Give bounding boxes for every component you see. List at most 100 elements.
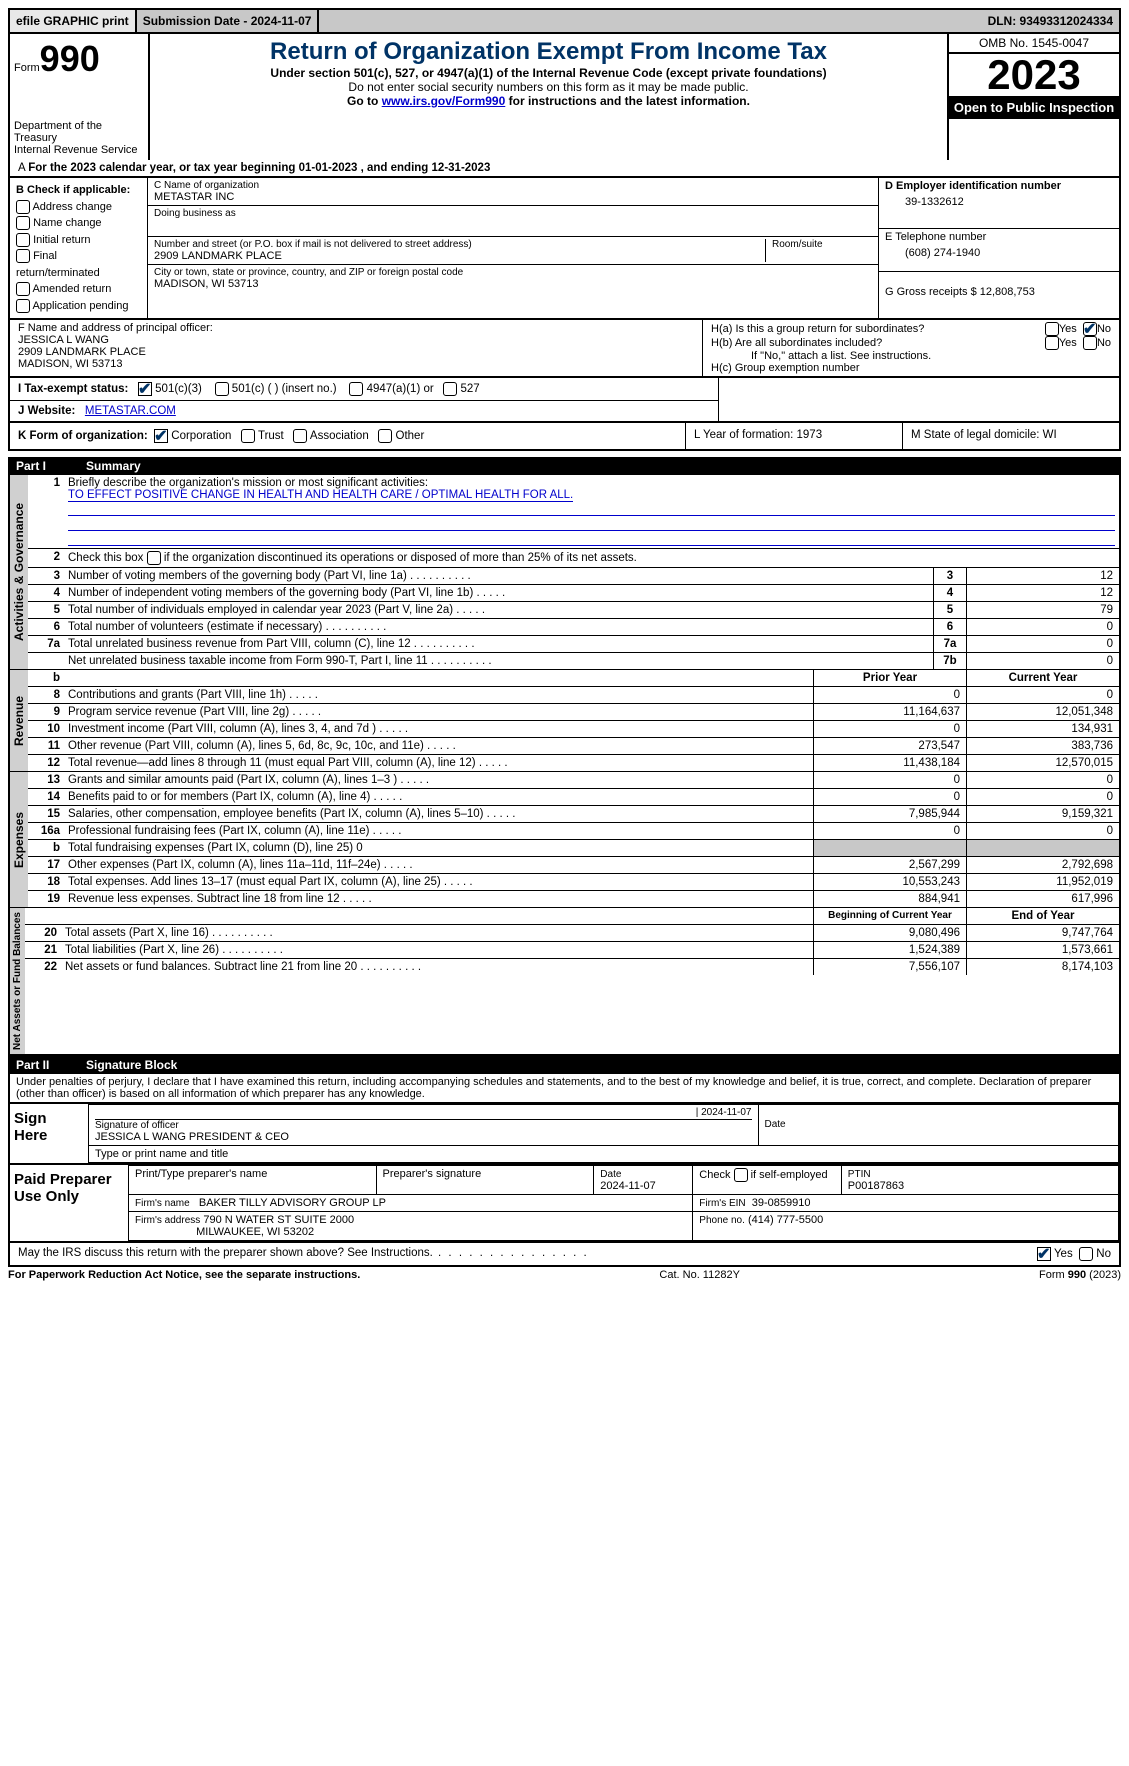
officer-sig-name: JESSICA L WANG PRESIDENT & CEO (95, 1131, 752, 1143)
table-row: bTotal fundraising expenses (Part IX, co… (28, 839, 1119, 856)
discuss-no-check[interactable] (1079, 1247, 1093, 1261)
street-value: 2909 LANDMARK PLACE (154, 250, 765, 262)
table-row: 18Total expenses. Add lines 13–17 (must … (28, 873, 1119, 890)
sign-here-block: Sign Here | 2024-11-07 Signature of offi… (8, 1104, 1121, 1165)
officer-label: F Name and address of principal officer: (18, 322, 694, 334)
pra-notice: For Paperwork Reduction Act Notice, see … (8, 1269, 360, 1281)
dept-treasury: Department of the Treasury (14, 120, 144, 144)
firm-addr2: MILWAUKEE, WI 53202 (196, 1226, 314, 1238)
ein-label: D Employer identification number (885, 180, 1113, 192)
gross-receipts: G Gross receipts $ 12,808,753 (885, 286, 1113, 298)
val-3: 12 (966, 568, 1119, 584)
form-number: 990 (40, 38, 100, 79)
check-amended[interactable] (16, 282, 30, 296)
table-row: 16aProfessional fundraising fees (Part I… (28, 822, 1119, 839)
table-row: 21Total liabilities (Part X, line 26)1,5… (25, 941, 1119, 958)
goto-pre: Go to (347, 94, 382, 108)
dln-label: DLN: 93493312024334 (982, 10, 1119, 32)
check-app-pending[interactable] (16, 299, 30, 313)
entity-info-block: B Check if applicable: Address change Na… (8, 178, 1121, 320)
paid-preparer-label: Paid Preparer Use Only (10, 1165, 128, 1241)
part-2-header: Part IISignature Block (8, 1056, 1121, 1074)
table-row: 19Revenue less expenses. Subtract line 1… (28, 890, 1119, 907)
open-public: Open to Public Inspection (949, 96, 1119, 119)
val-7a: 0 (966, 636, 1119, 652)
form-label: Form (14, 62, 40, 74)
room-label: Room/suite (772, 239, 872, 250)
check-other[interactable] (378, 429, 392, 443)
efile-print-button[interactable]: efile GRAPHIC print (10, 10, 137, 32)
table-row: 15Salaries, other compensation, employee… (28, 805, 1119, 822)
tax-exempt-label: I Tax-exempt status: (18, 383, 128, 395)
check-corp[interactable] (154, 429, 168, 443)
val-4: 12 (966, 585, 1119, 601)
ha-yes-check[interactable] (1045, 322, 1059, 336)
submission-date: Submission Date - 2024-11-07 (137, 10, 320, 32)
check-527[interactable] (443, 382, 457, 396)
table-row: 20Total assets (Part X, line 16)9,080,49… (25, 924, 1119, 941)
ha-no-check[interactable] (1083, 322, 1097, 336)
paid-preparer-block: Paid Preparer Use Only Print/Type prepar… (8, 1165, 1121, 1243)
table-row: 22Net assets or fund balances. Subtract … (25, 958, 1119, 975)
check-4947[interactable] (349, 382, 363, 396)
officer-name: JESSICA L WANG (18, 334, 694, 346)
page-footer: For Paperwork Reduction Act Notice, see … (8, 1267, 1121, 1281)
tax-year: 2023 (949, 54, 1119, 96)
netassets-section: Net Assets or Fund Balances Beginning of… (8, 908, 1121, 1056)
cat-no: Cat. No. 11282Y (659, 1269, 740, 1281)
phone-value: (608) 274-1940 (885, 243, 1113, 259)
check-assoc[interactable] (293, 429, 307, 443)
website-link[interactable]: METASTAR.COM (85, 405, 176, 417)
form-org-label: K Form of organization: (18, 430, 148, 442)
check-initial-return[interactable] (16, 233, 30, 247)
netassets-vlabel: Net Assets or Fund Balances (10, 908, 25, 1054)
discuss-row: May the IRS discuss this return with the… (8, 1243, 1121, 1267)
city-value: MADISON, WI 53713 (154, 278, 872, 290)
ha-label: H(a) Is this a group return for subordin… (711, 323, 1045, 335)
check-name-change[interactable] (16, 216, 30, 230)
hb-yes-check[interactable] (1045, 336, 1059, 350)
check-501c[interactable] (215, 382, 229, 396)
firm-name: BAKER TILLY ADVISORY GROUP LP (199, 1197, 386, 1209)
form-header: Form990 Department of the Treasury Inter… (8, 34, 1121, 160)
check-discontinued[interactable] (147, 551, 161, 565)
check-trust[interactable] (241, 429, 255, 443)
check-final-return[interactable] (16, 249, 30, 263)
table-row: 12Total revenue—add lines 8 through 11 (… (28, 754, 1119, 771)
part-1-header: Part ISummary (8, 457, 1121, 475)
check-self-employed[interactable] (734, 1168, 748, 1182)
hb-no-check[interactable] (1083, 336, 1097, 350)
hb-label: H(b) Are all subordinates included? (711, 337, 1045, 349)
irs-link[interactable]: www.irs.gov/Form990 (382, 94, 506, 108)
org-name: METASTAR INC (154, 191, 872, 203)
goto-post: for instructions and the latest informat… (505, 94, 750, 108)
val-7b: 0 (966, 653, 1119, 669)
city-label: City or town, state or province, country… (154, 267, 872, 278)
table-row: 14Benefits paid to or for members (Part … (28, 788, 1119, 805)
prior-year-header: Prior Year (813, 670, 966, 686)
officer-addr2: MADISON, WI 53713 (18, 358, 694, 370)
subtitle-1: Under section 501(c), 527, or 4947(a)(1)… (160, 66, 937, 80)
discuss-yes-check[interactable] (1037, 1247, 1051, 1261)
governance-section: Activities & Governance 1 Briefly descri… (8, 475, 1121, 670)
begin-year-header: Beginning of Current Year (813, 908, 966, 924)
check-address-change[interactable] (16, 200, 30, 214)
current-year-header: Current Year (966, 670, 1119, 686)
street-label: Number and street (or P.O. box if mail i… (154, 239, 765, 250)
end-year-header: End of Year (966, 908, 1119, 924)
sign-here-label: Sign Here (10, 1104, 88, 1163)
val-6: 0 (966, 619, 1119, 635)
line-a-tax-year: A For the 2023 calendar year, or tax yea… (8, 160, 1121, 178)
expenses-vlabel: Expenses (10, 772, 28, 907)
revenue-section: Revenue bPrior YearCurrent Year 8Contrib… (8, 670, 1121, 772)
table-row: 10Investment income (Part VIII, column (… (28, 720, 1119, 737)
dba-label: Doing business as (154, 208, 872, 219)
check-501c3[interactable] (138, 382, 152, 396)
box-b-checklist: B Check if applicable: Address change Na… (10, 178, 148, 318)
website-label: J Website: (18, 405, 75, 417)
top-bar: efile GRAPHIC print Submission Date - 20… (8, 8, 1121, 34)
table-row: 17Other expenses (Part IX, column (A), l… (28, 856, 1119, 873)
officer-addr1: 2909 LANDMARK PLACE (18, 346, 694, 358)
hb-note: If "No," attach a list. See instructions… (711, 350, 1111, 362)
irs-label: Internal Revenue Service (14, 144, 144, 156)
